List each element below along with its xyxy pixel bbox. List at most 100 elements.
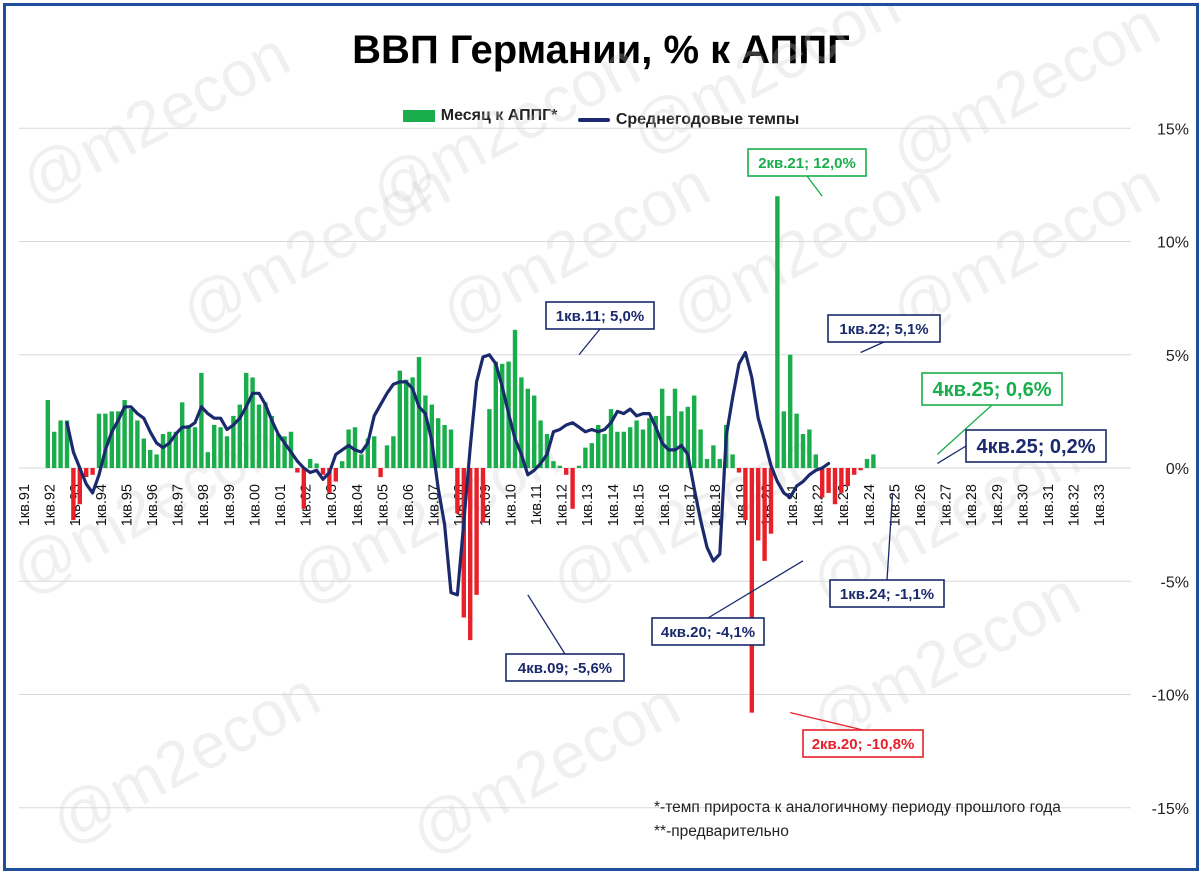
annotation-box [802, 729, 924, 758]
bar [820, 468, 825, 498]
chart-legend: Месяц к АППГ* Среднегодовые темпы [6, 107, 1196, 129]
bar [96, 413, 102, 468]
bar [519, 377, 524, 468]
bar [768, 468, 774, 534]
x-tick-label: 1кв.28 [964, 484, 980, 526]
x-tick-label: 1кв.00 [247, 484, 263, 526]
bar [352, 427, 358, 468]
bar [116, 411, 121, 468]
x-tick-label: 1кв.99 [222, 484, 238, 526]
bar [224, 436, 230, 468]
legend-item-line: Среднегодовые темпы [577, 111, 799, 129]
x-tick-label: 1кв.27 [939, 484, 955, 526]
annotation-box [545, 301, 655, 330]
bar [77, 468, 82, 505]
x-tick-label: 1кв.21 [785, 484, 801, 526]
annotation-leader [937, 445, 967, 465]
bar [532, 395, 537, 468]
x-tick-label: 1кв.23 [836, 484, 852, 526]
bar [423, 395, 428, 468]
annotation-box [505, 653, 625, 682]
bar [237, 404, 242, 468]
x-tick-label: 1кв.06 [401, 484, 417, 526]
watermark-12: @m2econ [619, 6, 911, 168]
x-tick-label: 1кв.18 [708, 484, 724, 526]
bar [615, 431, 620, 468]
bar [404, 379, 409, 468]
bar [167, 431, 172, 468]
bar [826, 468, 831, 493]
annotation-box [651, 617, 765, 646]
bar [551, 461, 556, 468]
x-tick-label: 1кв.02 [299, 484, 315, 526]
annotation-label: 1кв.22; 5,1% [839, 321, 928, 338]
bar [250, 377, 255, 468]
y-tick-label: -5% [1161, 574, 1189, 591]
bar [871, 454, 876, 468]
bar [832, 468, 838, 505]
annotation-box [921, 372, 1063, 406]
bar [346, 429, 351, 468]
bar [858, 468, 863, 471]
bar [788, 354, 793, 468]
bar [647, 418, 652, 468]
annotation-leader [886, 492, 894, 581]
bar [148, 449, 153, 468]
bar [589, 443, 594, 468]
bar [660, 388, 665, 468]
bar [372, 436, 377, 468]
chart-frame: ВВП Германии, % к АППГ Месяц к АППГ* Сре… [3, 3, 1199, 871]
bar [538, 420, 543, 468]
annotation-label: 1кв.11; 5,0% [556, 308, 644, 325]
bar [852, 468, 857, 475]
bar [308, 458, 313, 468]
bar [109, 411, 114, 468]
bar [743, 468, 748, 521]
bar [480, 468, 486, 523]
bar [807, 429, 812, 468]
bar [384, 445, 390, 468]
x-tick-label: 1кв.05 [375, 484, 391, 526]
bar [711, 445, 716, 468]
bar [775, 196, 780, 468]
x-tick-label: 1кв.32 [1067, 484, 1083, 526]
bar [839, 468, 844, 493]
x-tick-label: 1кв.98 [196, 484, 212, 526]
x-tick-label: 1кв.13 [580, 484, 596, 526]
y-tick-label: 10% [1157, 235, 1189, 252]
annotation-label: 4кв.25; 0,2% [976, 436, 1095, 458]
annotation-leader [806, 175, 823, 197]
bar [666, 415, 671, 468]
bar [608, 409, 614, 468]
chart-plot-area: @m2econ@m2econ@m2econ@m2econ@m2econ@m2ec… [6, 6, 1189, 868]
bar [455, 468, 460, 514]
bar [749, 468, 754, 713]
bar [416, 357, 422, 468]
bar [468, 468, 473, 641]
x-tick-label: 1кв.16 [657, 484, 673, 526]
bar [320, 468, 326, 475]
watermark-9: @m2econ [39, 657, 331, 858]
bar [845, 468, 850, 487]
bar [512, 329, 518, 468]
bar [359, 454, 364, 468]
bar [685, 406, 690, 468]
bar [397, 370, 402, 468]
x-tick-label: 1кв.24 [862, 484, 878, 526]
bar [525, 388, 530, 468]
bar [487, 409, 492, 468]
annotation-box [747, 148, 867, 177]
bar [276, 434, 281, 468]
bar [621, 431, 626, 468]
annotation-label: 4кв.25; 0,6% [932, 379, 1051, 401]
x-tick-label: 1кв.01 [273, 484, 289, 526]
x-tick-label: 1кв.03 [324, 484, 340, 526]
x-tick-label: 1кв.94 [94, 484, 110, 526]
watermark-0: @m2econ [9, 17, 301, 218]
bar [186, 424, 191, 468]
bar [212, 424, 217, 468]
bar [583, 447, 588, 468]
bar [679, 411, 684, 468]
x-tick-label: 1кв.09 [478, 484, 494, 526]
bar [327, 468, 332, 493]
